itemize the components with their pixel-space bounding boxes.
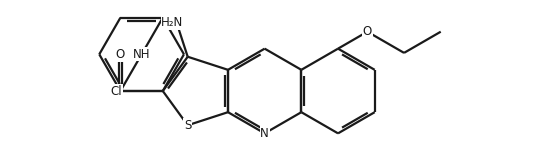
Text: NH: NH — [133, 48, 150, 61]
Text: O: O — [116, 48, 125, 61]
Text: S: S — [184, 119, 191, 132]
Text: Cl: Cl — [110, 85, 122, 98]
Text: N: N — [260, 127, 269, 140]
Text: H₂N: H₂N — [161, 16, 184, 29]
Text: O: O — [363, 25, 372, 38]
